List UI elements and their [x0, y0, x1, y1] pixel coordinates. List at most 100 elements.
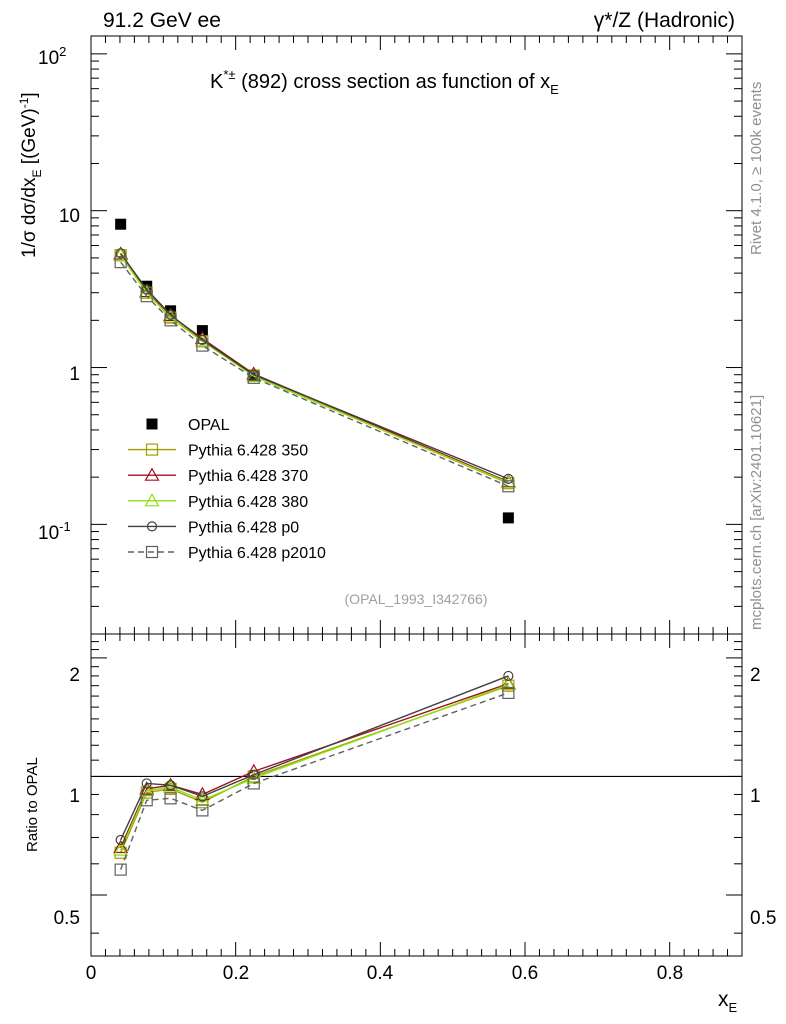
ylabel-unit-end: ]	[19, 92, 40, 97]
xlabel-subscript: E	[729, 1000, 738, 1015]
ratio-ytick-label-1: 1	[69, 786, 80, 807]
main-point-opal	[502, 512, 514, 524]
legend: OPAL Pythia 6.428 350 Pythia 6.428 370 Pyth…	[128, 417, 326, 562]
legend-label: Pythia 6.428 380	[188, 494, 308, 511]
ratio-point-p370	[139, 781, 155, 795]
ratio-series-p350	[114, 679, 515, 859]
ratio-ytick-label-0.5: 0.5	[54, 908, 80, 929]
process-label: γ*/Z (Hadronic)	[594, 9, 735, 32]
xtick-label-0.8: 0.8	[657, 963, 683, 984]
legend-item-p0: Pythia 6.428 p0	[128, 519, 299, 536]
main-series-p380	[113, 247, 516, 489]
ratio-plot-frame	[90, 633, 743, 957]
ytick-label-10e-1: 10-1	[38, 519, 71, 544]
ratio-point-p0	[197, 791, 208, 802]
ratio-line-p370	[120, 683, 509, 848]
ratio-series-p370	[113, 675, 516, 854]
main-series-p0	[115, 248, 514, 484]
xtick-label-0: 0	[86, 963, 97, 984]
ratio-point-p370	[113, 839, 129, 854]
legend-item-p350: Pythia 6.428 350	[128, 443, 308, 460]
main-point-p2010	[502, 480, 515, 493]
main-series-p2010	[114, 256, 515, 493]
title-text: (892) cross section as function of x	[236, 71, 551, 93]
legend-label: Pythia 6.428 350	[188, 443, 308, 460]
ytick-label-10: 10	[59, 206, 80, 227]
main-line-p380	[120, 254, 509, 484]
main-y-axis-label: 1/σ dσ/dxE [(GeV)-1]	[17, 92, 44, 258]
ratio-ytick-label-right-2: 2	[750, 665, 761, 686]
ratio-point-p2010	[196, 804, 209, 817]
legend-label: OPAL	[188, 417, 230, 434]
ratio-point-p2010	[502, 686, 515, 699]
legend-item-p370: Pythia 6.428 370	[128, 467, 308, 485]
ratio-y-axis-label: Ratio to OPAL	[24, 757, 41, 852]
legend-label: Pythia 6.428 p0	[188, 519, 299, 536]
ylabel-text: 1/σ dσ/dx	[19, 177, 40, 258]
main-series-p350	[114, 249, 515, 490]
legend-marker	[146, 521, 158, 532]
main-plot-series	[113, 218, 516, 524]
main-line-p370	[120, 253, 509, 483]
xlabel-text: x	[718, 988, 729, 1011]
ratio-series-p2010	[114, 686, 515, 876]
ytick-label-1: 1	[69, 364, 80, 385]
ratio-point-p2010	[114, 863, 127, 876]
main-series-opal	[115, 218, 514, 524]
ratio-ytick-label-right-0.5: 0.5	[750, 908, 776, 929]
ytick-10e-1-base: 10	[38, 523, 59, 544]
ratio-ytick-label-2: 2	[69, 665, 80, 686]
main-point-p2010	[196, 339, 209, 352]
title-superscript: *±	[223, 67, 235, 82]
ratio-point-p380	[113, 842, 129, 856]
main-point-p2010	[114, 256, 127, 269]
main-point-p2010	[247, 371, 260, 384]
ratio-point-p0	[115, 834, 126, 846]
ratio-plot-series	[113, 670, 516, 876]
x-axis-label: xE	[718, 988, 738, 1015]
ytick-10e2-exp: 2	[59, 44, 66, 59]
legend-marker	[144, 467, 160, 481]
rivet-version-label: Rivet 4.1.0, ≥ 100k events	[748, 82, 765, 255]
legend-label: Pythia 6.428 370	[188, 468, 308, 485]
xtick-label-0.4: 0.4	[367, 963, 394, 984]
ratio-point-p0	[503, 670, 514, 682]
legend-marker	[146, 418, 158, 430]
ratio-line-p350	[120, 685, 509, 854]
ratio-point-p2010	[140, 794, 153, 807]
ratio-point-p380	[500, 676, 516, 691]
ytick-10e-1-exp: -1	[59, 519, 71, 534]
main-line-p350	[120, 254, 509, 484]
main-title: K*± (892) cross section as function of x…	[210, 67, 559, 97]
ratio-series-p380	[113, 676, 516, 856]
ratio-point-p0	[248, 769, 259, 780]
xtick-label-0.2: 0.2	[223, 963, 249, 984]
main-point-opal	[115, 218, 127, 230]
ratio-point-p2010	[164, 792, 177, 805]
legend-marker	[144, 493, 160, 507]
mcplots-label: mcplots.cern.ch [arXiv:2401.10621]	[748, 395, 765, 630]
legend-item-p380: Pythia 6.428 380	[128, 493, 308, 511]
ratio-ytick-label-right-1: 1	[750, 786, 761, 807]
ylabel-subscript: E	[30, 169, 44, 177]
legend-marker	[145, 443, 159, 456]
legend-item-p2010: Pythia 6.428 p2010	[128, 545, 326, 562]
legend-item-opal: OPAL	[146, 417, 230, 434]
ratio-line-p2010	[120, 692, 509, 870]
ratio-line-p0	[120, 675, 509, 841]
main-point-p2010	[140, 290, 153, 303]
main-point-opal	[196, 325, 208, 337]
ratio-point-p0	[165, 780, 176, 791]
title-particle: K	[210, 71, 224, 93]
main-series-p370	[113, 246, 516, 488]
main-line-p2010	[120, 261, 509, 487]
ratio-point-p0	[141, 778, 152, 789]
ytick-10e2-base: 10	[38, 48, 59, 69]
ylabel-unit: [(GeV)	[19, 108, 40, 169]
main-line-p0	[120, 252, 509, 480]
ratio-series-p0	[115, 670, 514, 846]
main-point-p370	[113, 246, 129, 260]
xtick-label-0.6: 0.6	[512, 963, 538, 984]
ratio-line-p380	[120, 684, 509, 851]
